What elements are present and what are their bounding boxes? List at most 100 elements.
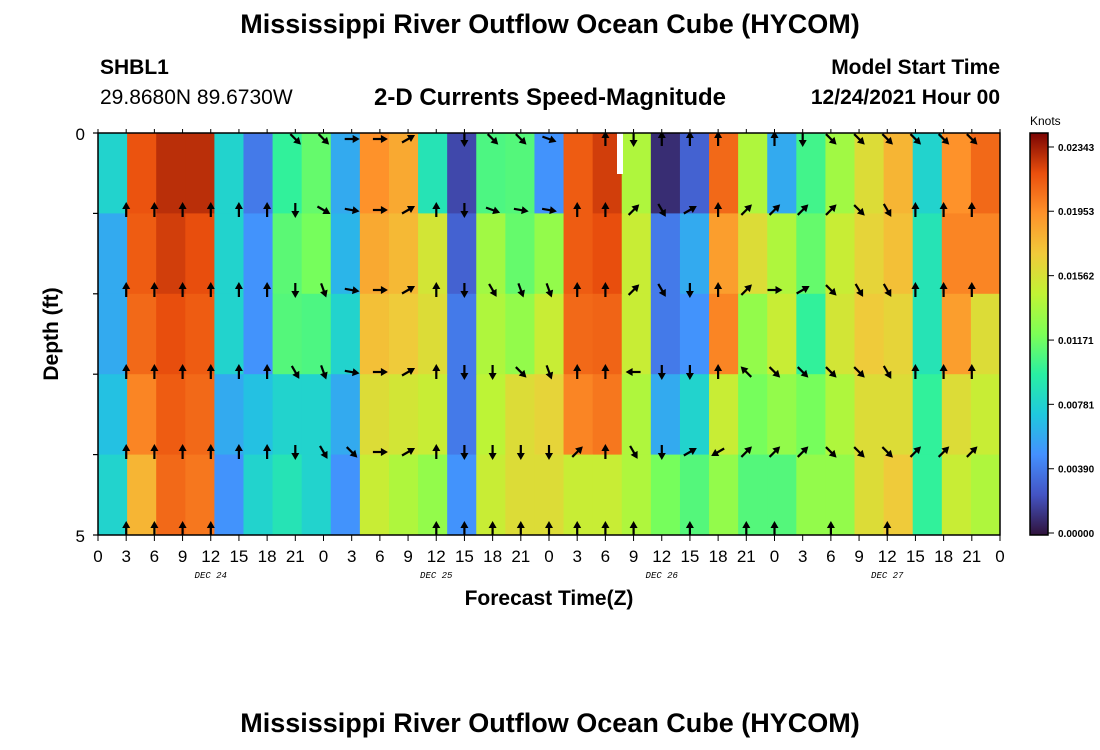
heatmap-cell (563, 133, 594, 214)
heatmap-cell (330, 133, 361, 214)
current-arrow-head (939, 202, 948, 209)
station-id: SHBL1 (100, 56, 169, 79)
heatmap-cell (447, 213, 477, 295)
heatmap-cell (709, 454, 739, 535)
current-arrow (796, 286, 810, 295)
current-arrow-head (685, 521, 694, 528)
heatmap-cell (592, 374, 623, 456)
heatmap-cell (650, 374, 681, 456)
current-arrow-head (885, 449, 893, 458)
current-arrow (234, 444, 243, 459)
current-arrow (768, 446, 781, 458)
current-arrow-head (488, 453, 497, 460)
current-arrow (263, 202, 272, 217)
current-arrow (711, 447, 725, 456)
current-arrow (573, 202, 582, 217)
current-arrow-head (380, 135, 388, 143)
current-arrow-head (292, 370, 300, 379)
current-arrow (122, 282, 131, 297)
current-arrow-head (178, 282, 187, 289)
current-arrow (289, 133, 301, 145)
x-tick-label: 15 (455, 547, 474, 566)
current-arrow-head (432, 364, 441, 371)
heatmap-cell (418, 374, 448, 456)
heatmap-cells (98, 133, 1000, 535)
current-arrow (545, 283, 554, 298)
heatmap-cell (127, 374, 157, 456)
current-arrow-head (549, 206, 557, 215)
heatmap-cell (767, 454, 797, 535)
current-arrow (344, 286, 360, 295)
current-arrow (966, 133, 978, 145)
current-arrow-head (548, 135, 557, 144)
current-arrow (344, 206, 360, 215)
heatmap-cell (970, 213, 1000, 295)
current-arrow-head (744, 446, 752, 455)
current-arrow (545, 365, 554, 380)
heatmap-cell (476, 133, 506, 214)
current-arrow (768, 366, 781, 378)
current-arrow (767, 286, 783, 294)
heatmap-cell (476, 213, 506, 295)
current-arrow-head (460, 521, 469, 528)
current-arrow (485, 206, 501, 215)
current-arrow-head (518, 136, 527, 145)
current-arrow-head (150, 282, 159, 289)
current-arrow (685, 133, 694, 146)
current-arrow-head (714, 202, 723, 209)
current-arrow (881, 133, 893, 145)
x-tick-label: 12 (427, 547, 446, 566)
current-arrow-head (658, 208, 666, 217)
current-arrow-head (460, 453, 469, 460)
current-arrow-head (967, 202, 976, 209)
current-arrow (460, 365, 469, 380)
current-arrow-head (349, 449, 358, 458)
current-arrow-head (601, 133, 610, 138)
heatmap-cell (214, 374, 245, 456)
current-arrow (545, 445, 553, 460)
date-label: DEC 25 (420, 571, 453, 581)
current-arrow (460, 445, 469, 460)
current-arrow-head (406, 368, 416, 375)
current-arrow-head (770, 133, 779, 138)
x-tick-label: 9 (178, 547, 187, 566)
heatmap-cell (418, 133, 448, 214)
x-tick-label: 3 (572, 547, 581, 566)
current-arrow (150, 282, 159, 297)
heatmap-cell (650, 454, 681, 535)
x-tick-label: 21 (737, 547, 756, 566)
current-arrow (234, 364, 243, 379)
current-arrow-head (856, 207, 865, 216)
current-arrow-head (714, 364, 723, 371)
heatmap-cell (970, 293, 1000, 375)
current-arrow (178, 444, 187, 459)
current-arrow-head (178, 444, 187, 451)
current-arrow (601, 364, 610, 379)
current-arrow-head (742, 521, 751, 528)
chart-subtitle: 2-D Currents Speed-Magnitude (373, 84, 727, 111)
current-arrow (488, 365, 497, 380)
current-arrow (206, 364, 215, 379)
current-arrow-head (406, 286, 416, 293)
current-arrow (206, 282, 215, 297)
current-arrow (796, 204, 809, 216)
current-arrow (796, 366, 809, 378)
current-arrow-head (800, 369, 809, 378)
heatmap-cell (156, 454, 186, 535)
current-arrow-head (263, 282, 272, 289)
heatmap-cell (359, 293, 390, 375)
current-arrow-head (885, 136, 893, 145)
colorbar-tick-label: 0.02343 (1058, 143, 1095, 154)
heatmap-cell (621, 133, 652, 214)
x-tick-label: 12 (652, 547, 671, 566)
current-arrow-head (518, 369, 527, 378)
current-arrow (967, 282, 976, 297)
colorbar-tick-label: 0.01562 (1058, 272, 1095, 283)
current-arrow-head (601, 202, 610, 209)
current-arrow-head (711, 449, 720, 456)
colorbar-tick-label: 0.00390 (1058, 465, 1095, 476)
current-arrow-head (351, 206, 360, 215)
heatmap-cell (767, 374, 797, 456)
current-arrow (601, 444, 610, 459)
heatmap-cell (621, 213, 652, 295)
